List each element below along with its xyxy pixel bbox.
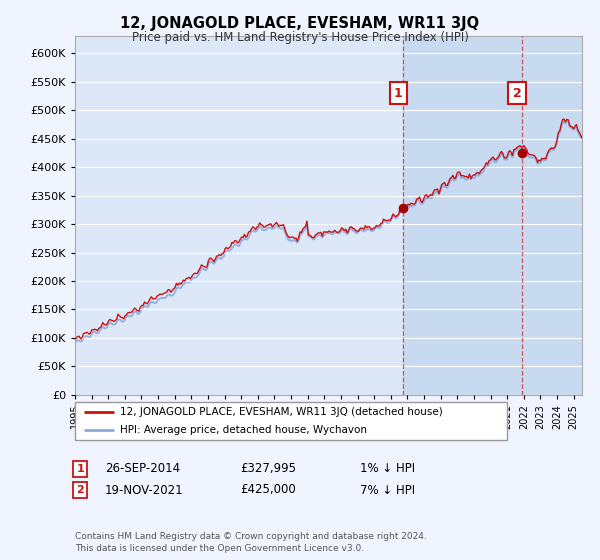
Text: 19-NOV-2021: 19-NOV-2021	[105, 483, 184, 497]
Text: HPI: Average price, detached house, Wychavon: HPI: Average price, detached house, Wych…	[121, 425, 367, 435]
Text: 12, JONAGOLD PLACE, EVESHAM, WR11 3JQ: 12, JONAGOLD PLACE, EVESHAM, WR11 3JQ	[121, 16, 479, 31]
Text: £327,995: £327,995	[240, 462, 296, 475]
Text: 7% ↓ HPI: 7% ↓ HPI	[360, 483, 415, 497]
Text: 26-SEP-2014: 26-SEP-2014	[105, 462, 180, 475]
Text: Contains HM Land Registry data © Crown copyright and database right 2024.
This d: Contains HM Land Registry data © Crown c…	[75, 533, 427, 553]
Text: 1: 1	[394, 87, 403, 100]
Text: 12, JONAGOLD PLACE, EVESHAM, WR11 3JQ (detached house): 12, JONAGOLD PLACE, EVESHAM, WR11 3JQ (d…	[121, 407, 443, 417]
Text: 2: 2	[76, 485, 84, 495]
Text: Price paid vs. HM Land Registry's House Price Index (HPI): Price paid vs. HM Land Registry's House …	[131, 31, 469, 44]
Bar	[403, 36, 582, 395]
Text: 1% ↓ HPI: 1% ↓ HPI	[360, 462, 415, 475]
Text: 1: 1	[76, 464, 84, 474]
Text: 2: 2	[513, 87, 521, 100]
Text: £425,000: £425,000	[240, 483, 296, 497]
